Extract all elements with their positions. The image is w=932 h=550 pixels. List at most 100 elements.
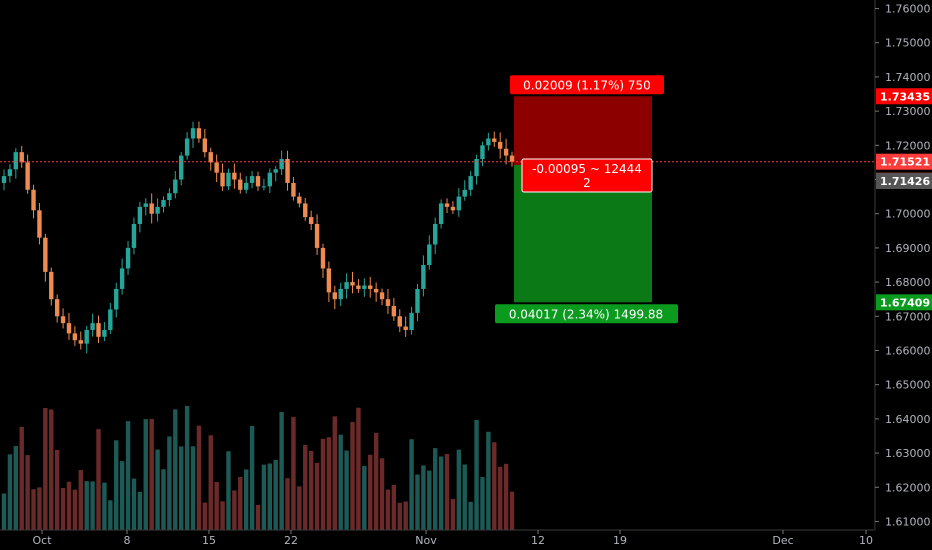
volume-bar [314, 462, 320, 530]
candle-body [119, 268, 125, 289]
volume-bar [214, 482, 219, 530]
price-tick-label: 1.66000 [885, 344, 931, 357]
volume-bar [119, 461, 125, 530]
candle-body [291, 182, 296, 197]
time-axis[interactable]: Oct 8 15 22 Nov 12 19 Dec 10 [32, 530, 873, 547]
candle-body [314, 223, 320, 248]
candle-body [202, 138, 208, 153]
volume-bar [243, 469, 249, 530]
volume-bar [326, 437, 332, 530]
price-tick-label: 1.62000 [885, 481, 931, 494]
volume-bar [509, 491, 515, 530]
candle-body [303, 203, 308, 218]
time-tick-label: 22 [284, 534, 298, 547]
volume-bar [125, 421, 131, 530]
volume-bar [421, 465, 426, 530]
candle-body [214, 162, 219, 173]
candle-body [350, 282, 355, 286]
volume-bar [155, 449, 160, 530]
volume-bar [261, 464, 267, 530]
volume-bar [427, 470, 432, 530]
volume-bar [291, 416, 296, 530]
candle-body [108, 309, 113, 330]
target-label-box [510, 75, 664, 95]
candle-body [249, 176, 255, 183]
volume-bar [255, 504, 261, 530]
volume-bar [492, 442, 497, 530]
stop-price-flag: 1.67409 [880, 296, 930, 309]
candle-body [444, 203, 450, 207]
candle-body [25, 162, 30, 190]
volume-bar [267, 463, 273, 530]
volume-bar [456, 449, 462, 530]
volume-bar [279, 411, 284, 530]
volume-bar [196, 425, 202, 530]
candle-body [7, 169, 13, 177]
candle-body [37, 210, 42, 238]
price-tick-label: 1.65000 [885, 379, 931, 392]
position-info-box [521, 158, 653, 193]
candle-body [72, 333, 78, 341]
candle-body [232, 172, 237, 180]
candle-body [66, 323, 72, 334]
candle-body [486, 138, 491, 146]
volume-bar [474, 419, 479, 530]
candle-body [196, 128, 202, 139]
price-axis[interactable]: 1.760001.750001.740001.730001.720001.710… [875, 3, 931, 529]
volume-bar [161, 469, 166, 530]
candle-body [462, 189, 467, 197]
candle-body [285, 159, 290, 183]
volume-bar [285, 478, 290, 530]
volume-bar [468, 501, 473, 530]
candle-body [385, 299, 391, 307]
candle-body [1, 176, 7, 183]
volume-bar [403, 501, 408, 530]
time-tick-label: 19 [613, 534, 627, 547]
candle-body [49, 271, 54, 300]
volume-bar [84, 481, 89, 530]
volume-bar [373, 432, 379, 530]
candle-body [450, 206, 456, 211]
volume-bar [503, 463, 509, 530]
price-tick-label: 1.73000 [885, 105, 931, 118]
volume-bar [350, 422, 355, 530]
candle-body [54, 299, 60, 317]
volume-bar [66, 481, 72, 530]
candle-body [427, 244, 432, 265]
position-info-line1: -0.00095 ~ 12444 [532, 162, 642, 176]
candle-body [368, 285, 373, 289]
candle-body [184, 138, 190, 156]
volume-bar [13, 446, 19, 530]
candle-body [155, 206, 160, 214]
candle-body [179, 155, 184, 180]
volume-bar [462, 464, 467, 530]
candle-body [326, 268, 332, 293]
candle-body [167, 193, 172, 201]
candle-body [255, 176, 261, 187]
candle-body [492, 138, 497, 142]
target-price-flag: 1.73435 [880, 90, 930, 103]
candle-body [84, 329, 89, 344]
candle-body [267, 172, 273, 187]
candle-body [379, 292, 385, 300]
candle-body [96, 323, 101, 337]
time-tick-label: 10 [859, 534, 873, 547]
volume-bar [54, 449, 60, 530]
candle-body [102, 329, 107, 337]
price-tick-label: 1.74000 [885, 71, 931, 84]
entry-price-flag-box [876, 172, 932, 189]
volume-bar [391, 484, 397, 530]
volume-bar [409, 439, 414, 530]
candle-body [220, 172, 225, 187]
volume-bar [273, 459, 278, 530]
volume-bar [143, 419, 148, 530]
candle-body [273, 169, 278, 173]
time-tick-label: Nov [415, 534, 437, 547]
price-tick-label: 1.70000 [885, 208, 931, 221]
candle-body [332, 292, 337, 300]
candle-body [261, 186, 267, 188]
candle-body [456, 196, 462, 211]
